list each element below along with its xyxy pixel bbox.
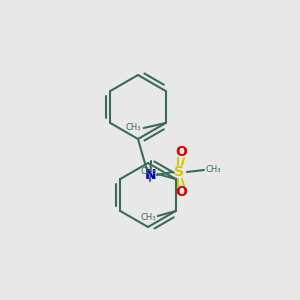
Text: CH₃: CH₃ [140, 167, 156, 176]
Text: CH₃: CH₃ [125, 124, 141, 133]
Text: O: O [175, 145, 187, 159]
Text: CH₃: CH₃ [206, 166, 221, 175]
Text: S: S [174, 165, 184, 179]
Text: N: N [145, 168, 157, 182]
Text: O: O [175, 185, 187, 199]
Text: CH₃: CH₃ [140, 214, 156, 223]
